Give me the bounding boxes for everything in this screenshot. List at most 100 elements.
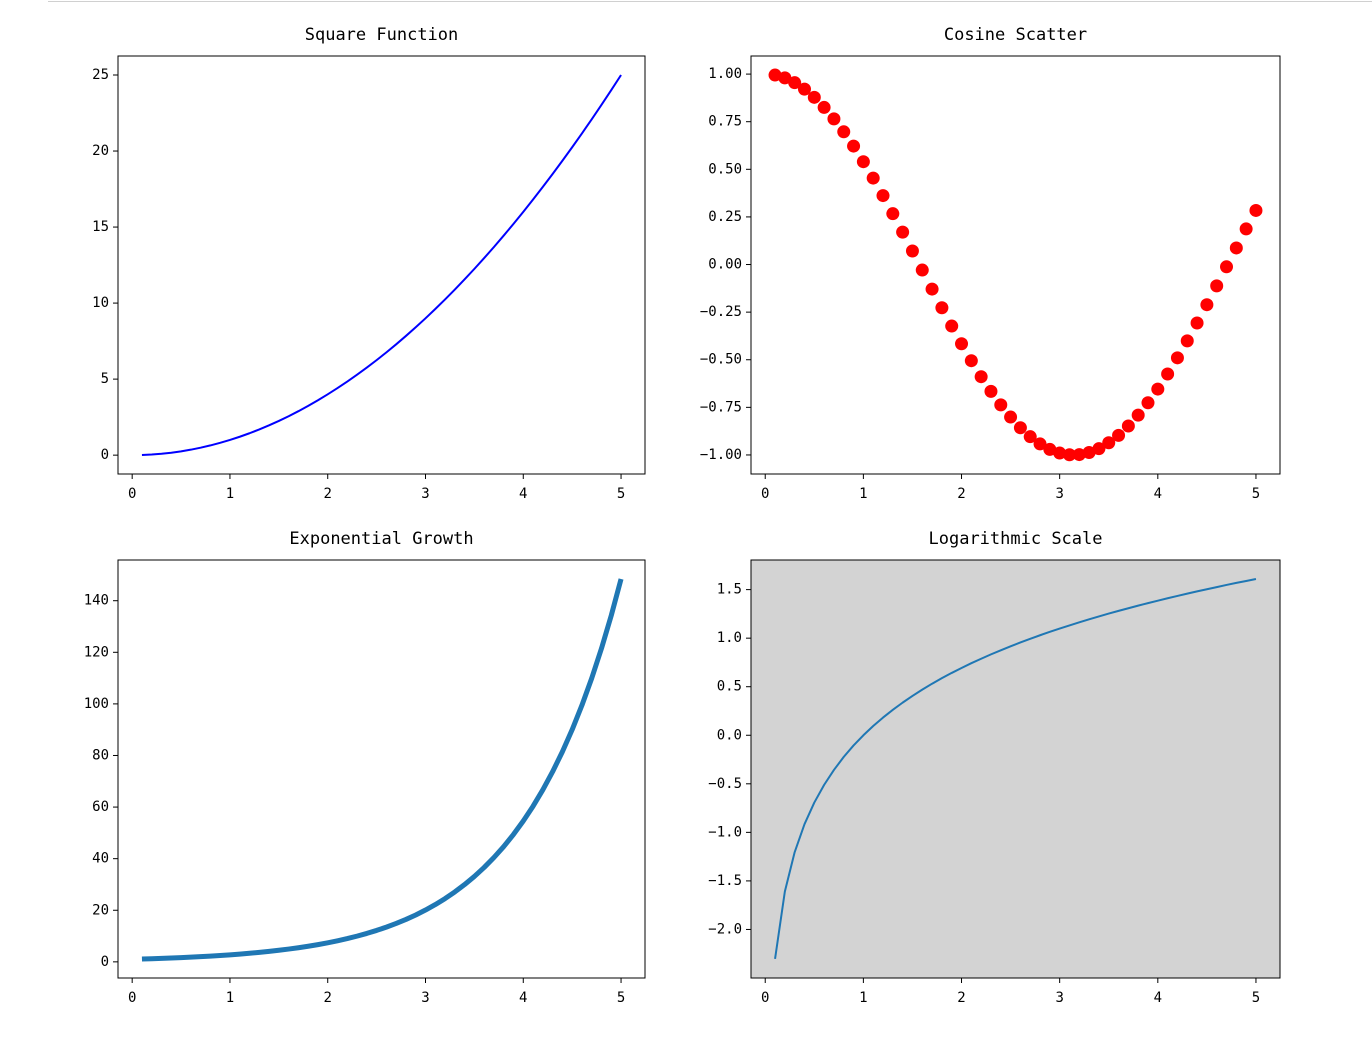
scatter-point — [1229, 241, 1243, 255]
scatter-point — [1112, 428, 1126, 442]
scatter-point — [797, 82, 811, 96]
y-tick-label: 15 — [92, 219, 109, 235]
axes-frame — [117, 55, 646, 475]
scatter-point — [876, 189, 890, 203]
x-tick-label: 5 — [1252, 486, 1260, 502]
data-line — [141, 74, 622, 456]
scatter-point — [1180, 334, 1194, 348]
x-tick-label: 4 — [1154, 486, 1162, 502]
y-tick-label: 40 — [92, 851, 109, 867]
y-tick-label: 0.0 — [717, 727, 742, 743]
scatter-point — [1053, 446, 1067, 460]
scatter-point — [935, 301, 949, 315]
x-tick-label: 1 — [859, 990, 867, 1006]
subplot-title: Logarithmic Scale — [929, 529, 1103, 549]
y-tick-label: 120 — [84, 644, 109, 660]
scatter-point — [1131, 408, 1145, 422]
scatter-point — [984, 384, 998, 398]
subplot: Exponential Growth 0 1 2 3 4 5 0 20 40 60 80 100 120 1… — [84, 529, 646, 1006]
scatter-point — [1043, 442, 1057, 456]
y-tick-label: −0.5 — [708, 776, 742, 792]
scatter-point — [827, 112, 841, 126]
y-tick-label: 80 — [92, 747, 109, 763]
scatter-point — [955, 337, 969, 351]
y-tick-label: 25 — [92, 67, 109, 83]
y-tick-label: 5 — [101, 371, 109, 387]
subplot-title: Square Function — [305, 25, 459, 45]
scatter-point — [856, 155, 870, 169]
subplot-title: Exponential Growth — [289, 529, 473, 549]
y-tick-label: 100 — [84, 696, 109, 712]
subplot: Logarithmic Scale 0 1 2 3 4 5 −2.0 −1.5 −1.0 −0.5 0… — [708, 529, 1281, 1006]
data-line — [141, 578, 624, 962]
scatter-point — [1062, 448, 1076, 462]
scatter-point — [847, 139, 861, 153]
x-tick-label: 1 — [226, 990, 234, 1006]
x-tick-label: 1 — [859, 486, 867, 502]
y-tick-label: 0 — [101, 954, 109, 970]
scatter-point — [896, 225, 910, 239]
x-tick-label: 3 — [421, 486, 429, 502]
scatter-point — [905, 244, 919, 258]
x-tick-label: 3 — [421, 990, 429, 1006]
scatter-point — [1004, 410, 1018, 424]
scatter-point — [1200, 298, 1214, 312]
scatter-point — [1072, 448, 1086, 462]
scatter-point — [1141, 396, 1155, 410]
y-tick-label: 1.0 — [717, 630, 742, 646]
y-tick-label: 0.25 — [708, 209, 742, 225]
subplot: Cosine Scatter 0 1 2 3 4 5 −1.00 −0.75 −0.50 −0.25… — [700, 25, 1281, 502]
scatter-point — [1210, 279, 1224, 293]
axes-frame — [750, 55, 1281, 475]
x-tick-label: 2 — [324, 990, 332, 1006]
scatter-point — [788, 76, 802, 90]
subplot-title: Cosine Scatter — [944, 25, 1087, 45]
x-tick-label: 1 — [226, 486, 234, 502]
scatter-point — [817, 100, 831, 114]
scatter-point — [1161, 367, 1175, 381]
scatter-point — [1033, 437, 1047, 451]
y-tick-label: 1.00 — [708, 66, 742, 82]
plot-area — [118, 56, 645, 474]
y-tick-label: −1.5 — [708, 873, 742, 889]
y-tick-label: −0.75 — [700, 399, 742, 415]
y-tick-label: −1.0 — [708, 824, 742, 840]
scatter-point — [837, 125, 851, 139]
y-tick-label: −0.25 — [700, 304, 742, 320]
scatter-point — [964, 354, 978, 368]
scatter-point — [974, 370, 988, 384]
x-tick-label: 0 — [128, 990, 136, 1006]
plot-area — [118, 560, 645, 978]
y-tick-label: −0.50 — [700, 352, 742, 368]
y-tick-label: −1.00 — [700, 447, 742, 463]
x-tick-label: 0 — [761, 486, 769, 502]
x-tick-label: 2 — [957, 990, 965, 1006]
y-tick-label: 20 — [92, 143, 109, 159]
scatter-point — [1082, 445, 1096, 459]
x-tick-label: 4 — [519, 990, 527, 1006]
y-tick-label: 140 — [84, 593, 109, 609]
scatter-point — [778, 71, 792, 85]
y-tick-label: 1.5 — [717, 582, 742, 598]
scatter-point — [1220, 260, 1234, 274]
y-tick-label: 10 — [92, 295, 109, 311]
subplot: Square Function 0 1 2 3 4 5 0 5 10 15 20 25 — [92, 25, 646, 502]
y-tick-label: 0.00 — [708, 257, 742, 273]
y-tick-label: 0.50 — [708, 161, 742, 177]
scatter-point — [1092, 442, 1106, 456]
scatter-point — [1023, 430, 1037, 444]
scatter-point — [768, 68, 782, 82]
scatter-point — [1249, 203, 1263, 217]
x-tick-label: 5 — [1252, 990, 1260, 1006]
scatter-point — [1102, 436, 1116, 450]
scatter-point — [1190, 316, 1204, 330]
scatter-point — [1170, 351, 1184, 365]
scatter-point — [1013, 421, 1027, 435]
scatter-point — [915, 263, 929, 277]
x-tick-label: 2 — [957, 486, 965, 502]
scatter-point — [1121, 419, 1135, 433]
x-tick-label: 5 — [617, 990, 625, 1006]
x-tick-label: 0 — [128, 486, 136, 502]
x-tick-label: 5 — [617, 486, 625, 502]
plot-area — [751, 56, 1280, 474]
